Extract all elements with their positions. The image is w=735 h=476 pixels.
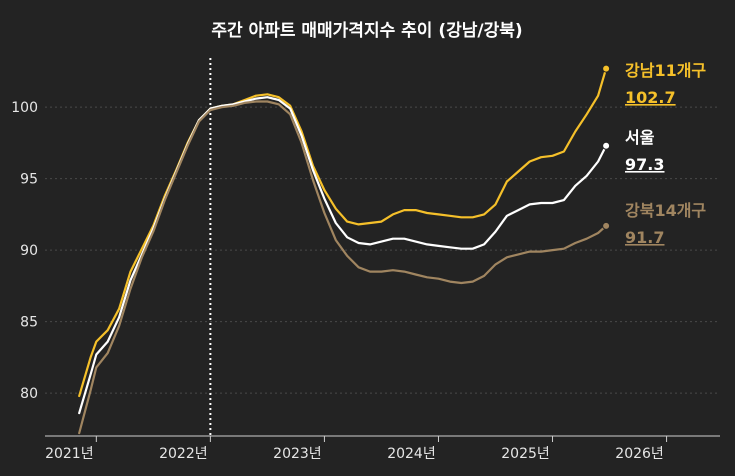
end-labels: 강남11개구 102.7 서울 97.3 강북14개구 91.7 <box>625 61 706 247</box>
series-end-marker <box>602 141 611 150</box>
series-value-label: 97.3 <box>625 155 664 174</box>
x-tick-label: 2026년 <box>615 446 664 462</box>
x-tick-label: 2021년 <box>45 446 94 462</box>
y-tick-label: 95 <box>20 172 38 188</box>
chart-title: 주간 아파트 매매가격지수 추이 (강남/강북) <box>211 21 522 41</box>
x-tick-label: 2022년 <box>159 446 208 462</box>
x-tick-label: 2025년 <box>501 446 550 462</box>
y-tick-label: 80 <box>20 386 38 402</box>
series-end-marker <box>602 221 611 230</box>
series-name-label: 서울 <box>625 128 655 147</box>
series-value-label: 91.7 <box>625 228 664 247</box>
series-end-marker <box>602 64 611 73</box>
series-line <box>78 96 608 415</box>
axes: 80 85 90 95 100 2021년 2022년 2023년 2024년 2025년 2026… <box>11 100 720 462</box>
y-tick-label: 85 <box>20 315 38 331</box>
series-name-label: 강남11개구 <box>625 61 706 80</box>
series-value-label: 102.7 <box>625 88 676 107</box>
x-tick-label: 2024년 <box>387 446 436 462</box>
y-tick-label: 100 <box>11 100 38 116</box>
series-group <box>78 64 611 435</box>
series-line <box>78 100 608 435</box>
x-tick-label: 2023년 <box>273 446 322 462</box>
series-name-label: 강북14개구 <box>625 201 706 220</box>
y-tick-label: 90 <box>20 243 38 259</box>
